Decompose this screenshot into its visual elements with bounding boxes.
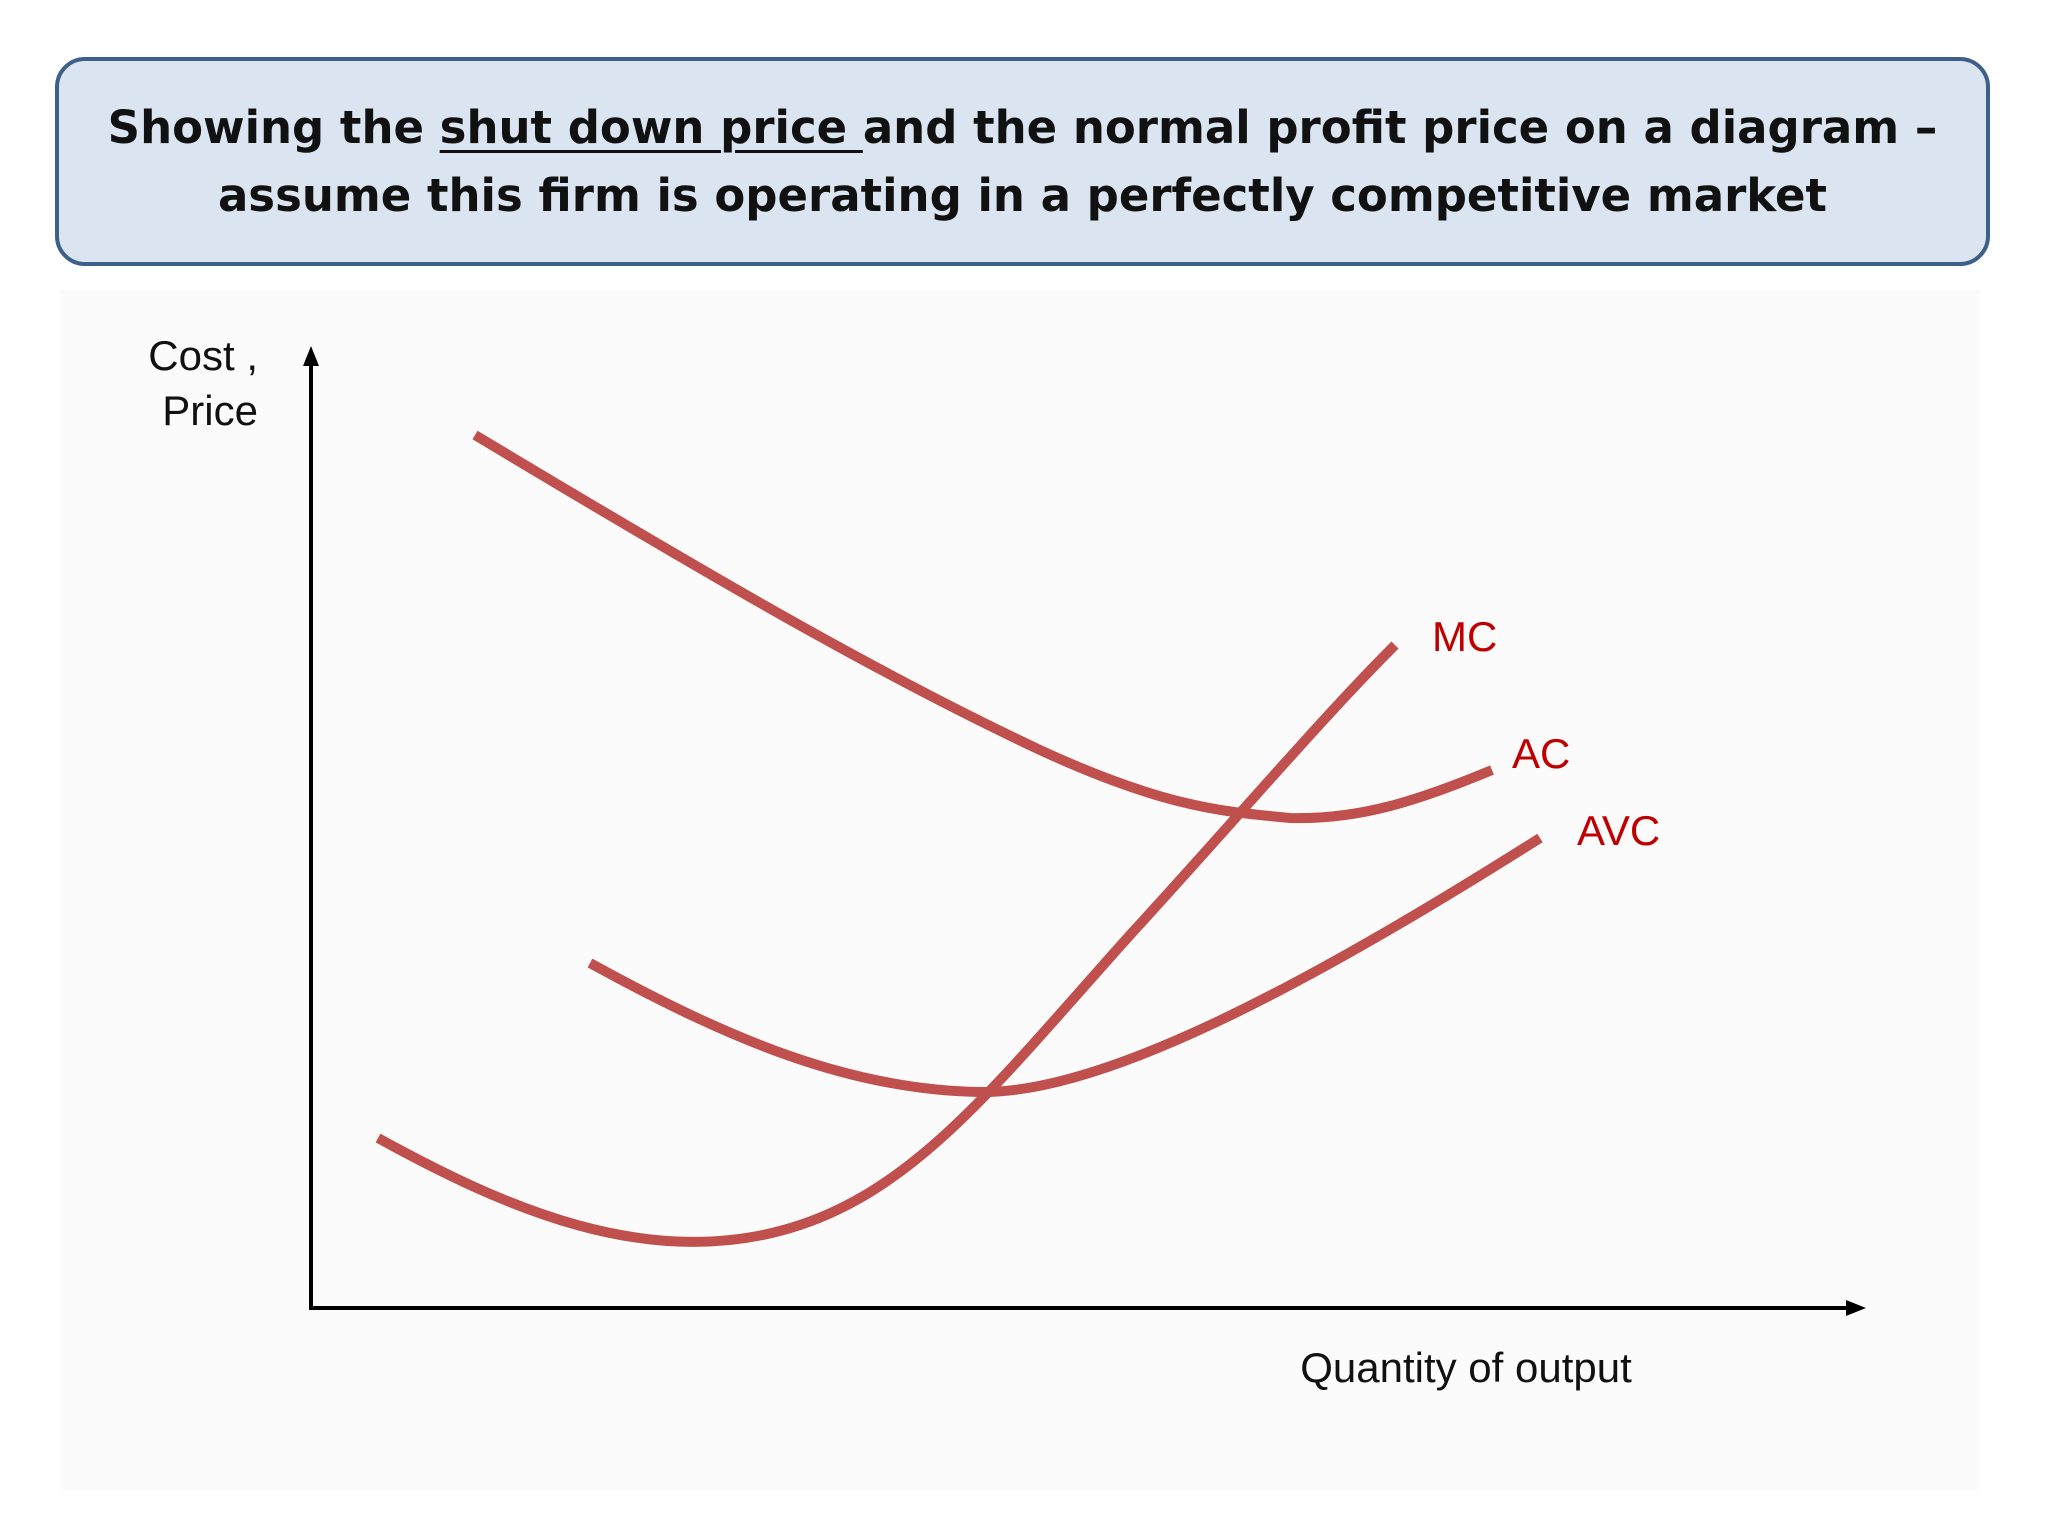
ac-label: AC xyxy=(1512,730,1570,777)
ac-curve xyxy=(472,430,1494,824)
y-axis-arrowhead xyxy=(303,346,319,366)
mc-curve xyxy=(375,641,1399,1247)
mc-label: MC xyxy=(1432,613,1497,660)
x-axis-arrowhead xyxy=(1846,1300,1866,1316)
title-line-1-end: and the normal profit price on a diagram… xyxy=(862,100,1938,154)
title-line-2: assume this firm is operating in a perfe… xyxy=(217,168,1828,222)
y-axis-label-cost: Cost , xyxy=(148,332,258,379)
avc-curve xyxy=(587,833,1543,1098)
y-axis-label-price: Price xyxy=(162,387,258,434)
title-line-1: Showing the shut down price and the norm… xyxy=(108,94,1938,162)
avc-label: AVC xyxy=(1577,807,1660,854)
x-axis-label: Quantity of output xyxy=(1300,1344,1632,1391)
title-line-1-start: Showing the xyxy=(107,100,440,154)
title-shut-down-price: shut down price xyxy=(439,100,863,154)
diagram-background xyxy=(60,290,1980,1490)
title-box: Showing the shut down price and the norm… xyxy=(55,57,1990,266)
